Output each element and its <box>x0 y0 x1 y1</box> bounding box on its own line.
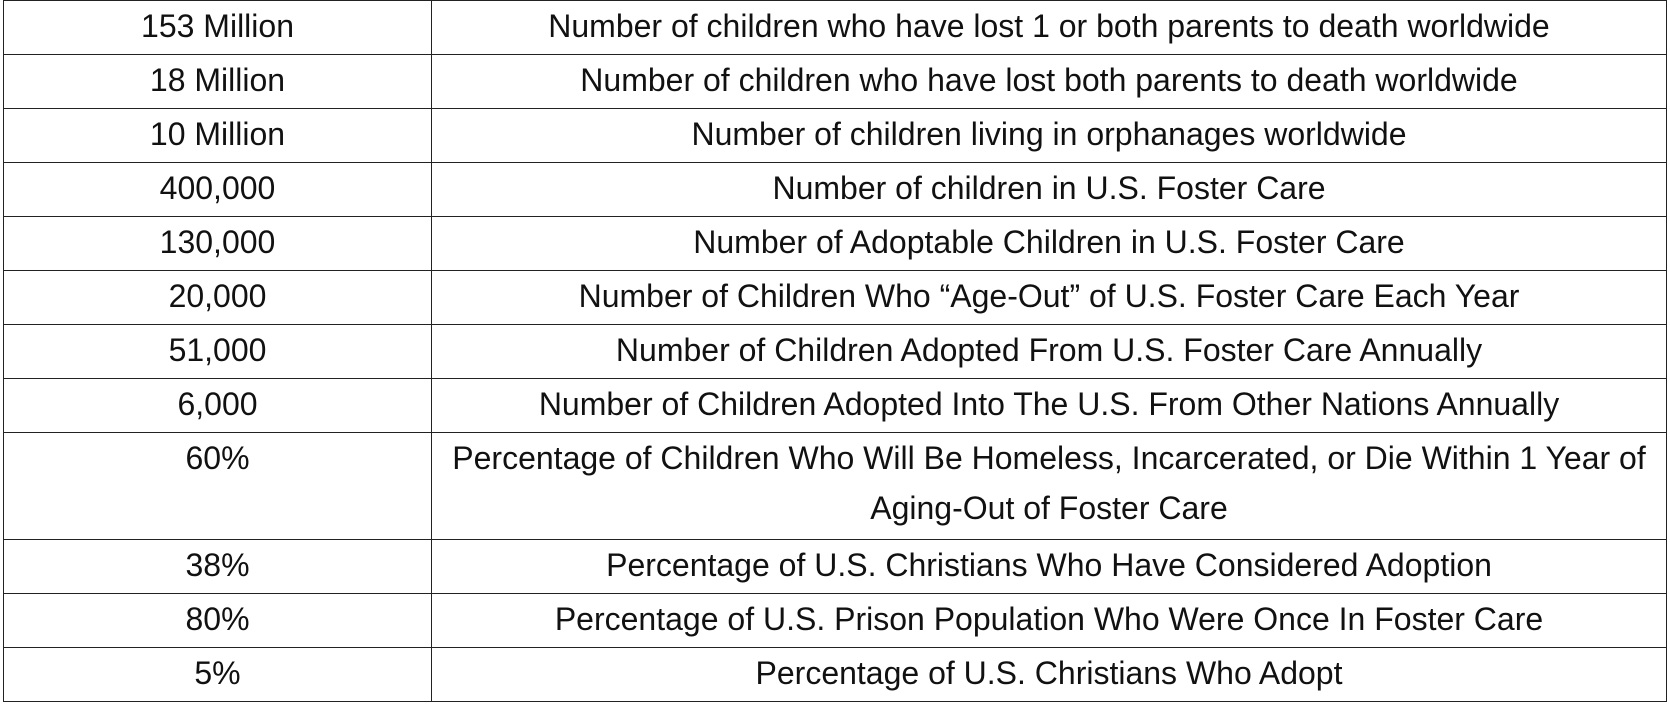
stat-description: Percentage of U.S. Christians Who Adopt <box>431 647 1667 702</box>
stat-description: Number of Adoptable Children in U.S. Fos… <box>431 216 1667 271</box>
stat-description: Number of Children Adopted Into The U.S.… <box>431 378 1667 433</box>
stat-value: 51,000 <box>3 324 432 379</box>
stat-value: 400,000 <box>3 162 432 217</box>
statistics-table: 153 Million Number of children who have … <box>3 0 1667 702</box>
table-row: 38% Percentage of U.S. Christians Who Ha… <box>3 539 1667 594</box>
stat-value: 130,000 <box>3 216 432 271</box>
table-row: 5% Percentage of U.S. Christians Who Ado… <box>3 647 1667 702</box>
stat-description: Number of children living in orphanages … <box>431 108 1667 163</box>
stat-value: 18 Million <box>3 54 432 109</box>
stat-description: Number of Children Adopted From U.S. Fos… <box>431 324 1667 379</box>
stat-value: 60% <box>3 432 432 540</box>
stat-value: 10 Million <box>3 108 432 163</box>
table-row: 130,000 Number of Adoptable Children in … <box>3 216 1667 271</box>
stat-description: Percentage of U.S. Christians Who Have C… <box>431 539 1667 594</box>
stat-description: Number of children who have lost both pa… <box>431 54 1667 109</box>
stat-description: Number of children in U.S. Foster Care <box>431 162 1667 217</box>
stat-value: 20,000 <box>3 270 432 325</box>
stat-description: Percentage of Children Who Will Be Homel… <box>431 432 1667 540</box>
table-row: 400,000 Number of children in U.S. Foste… <box>3 162 1667 217</box>
stat-description: Number of Children Who “Age-Out” of U.S.… <box>431 270 1667 325</box>
stat-value: 153 Million <box>3 0 432 55</box>
table-row: 51,000 Number of Children Adopted From U… <box>3 324 1667 379</box>
stat-value: 80% <box>3 593 432 648</box>
table-row: 80% Percentage of U.S. Prison Population… <box>3 593 1667 648</box>
table-row: 10 Million Number of children living in … <box>3 108 1667 163</box>
stat-value: 5% <box>3 647 432 702</box>
stat-value: 6,000 <box>3 378 432 433</box>
table-row: 20,000 Number of Children Who “Age-Out” … <box>3 270 1667 325</box>
table-row: 6,000 Number of Children Adopted Into Th… <box>3 378 1667 433</box>
table-row: 18 Million Number of children who have l… <box>3 54 1667 109</box>
table-row: 153 Million Number of children who have … <box>3 0 1667 55</box>
stat-value: 38% <box>3 539 432 594</box>
stat-description: Number of children who have lost 1 or bo… <box>431 0 1667 55</box>
stat-description: Percentage of U.S. Prison Population Who… <box>431 593 1667 648</box>
table-row: 60% Percentage of Children Who Will Be H… <box>3 432 1667 540</box>
